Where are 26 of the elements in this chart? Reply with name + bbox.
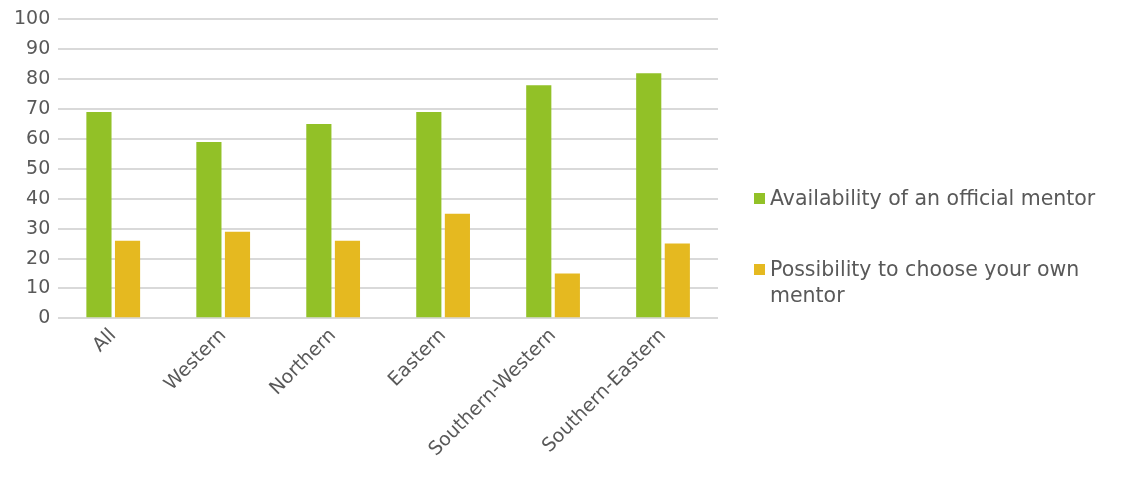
y-tick-label: 30	[26, 215, 51, 238]
y-tick-label: 60	[26, 125, 51, 148]
bar	[196, 141, 222, 318]
bar	[416, 112, 442, 318]
y-tick-label: 90	[26, 36, 51, 59]
bar	[224, 231, 251, 318]
bar	[554, 273, 580, 318]
y-tick-label: 0	[38, 305, 51, 328]
bar	[86, 112, 112, 318]
legend-label: Possibility to choose your own mentor	[770, 256, 1081, 308]
y-tick-label: 70	[26, 96, 51, 119]
y-tick-label: 50	[26, 155, 51, 178]
bar	[444, 213, 470, 318]
y-tick-label: 80	[26, 66, 51, 89]
y-tick-label: 40	[26, 185, 51, 208]
legend-label: Availability of an official mentor	[770, 185, 1096, 211]
bar	[334, 240, 361, 318]
bar	[114, 240, 141, 318]
y-tick-label: 100	[14, 6, 51, 29]
y-tick-label: 20	[26, 245, 51, 268]
bar	[636, 73, 662, 318]
bar	[664, 243, 690, 318]
bar	[306, 124, 332, 318]
x-tick-label: All	[87, 323, 120, 356]
bar	[526, 85, 552, 318]
y-tick-label: 10	[26, 275, 51, 298]
